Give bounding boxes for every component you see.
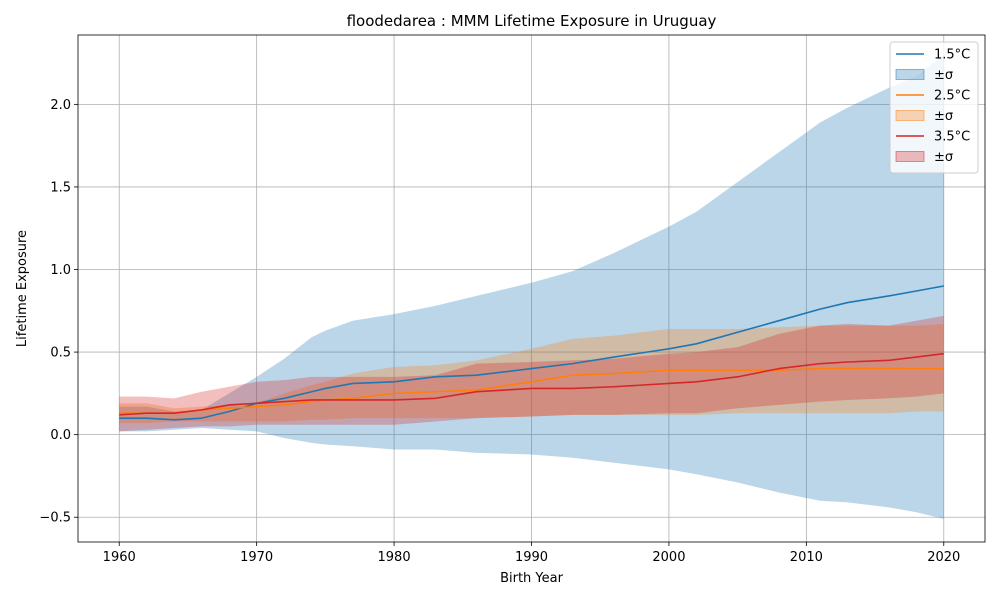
x-tick-label: 2020 [927, 550, 960, 565]
y-axis-label: Lifetime Exposure [15, 230, 30, 347]
y-tick-label: 0.5 [50, 346, 71, 361]
legend-band-label: ±σ [934, 109, 953, 124]
x-tick-label: 2000 [652, 550, 685, 565]
y-tick-label: 0.0 [50, 428, 71, 443]
legend-series-label: 2.5°C [934, 89, 970, 104]
series-line-1 [119, 367, 944, 414]
legend-band-label: ±σ [934, 68, 953, 83]
grid [78, 35, 985, 542]
y-tick-label: 1.0 [50, 263, 71, 278]
legend: 1.5°C ±σ 2.5°C ±σ 3.5°C ±σ [889, 41, 979, 174]
series-band-1 [119, 324, 944, 424]
legend-band-swatch [895, 110, 925, 121]
x-tick-label: 1960 [103, 550, 136, 565]
axis-ticks: 1960 1970 1980 1990 2000 2010 2020 −0.5 0.0 0.5 1.… [39, 98, 960, 565]
legend-series-label: 1.5°C [934, 48, 970, 63]
legend-band-label: ±σ [934, 150, 953, 165]
bands [119, 54, 944, 519]
legend-band-swatch [895, 151, 925, 162]
series-band-2 [119, 315, 944, 432]
x-tick-label: 1980 [378, 550, 411, 565]
x-tick-label: 1970 [240, 550, 273, 565]
series-line-2 [119, 352, 944, 416]
series-band-0 [119, 54, 944, 519]
series-line-0 [119, 285, 944, 421]
x-tick-label: 1990 [515, 550, 548, 565]
legend-series-label: 3.5°C [934, 130, 970, 145]
chart-title: floodedarea : MMM Lifetime Exposure in U… [347, 12, 717, 30]
x-axis-label: Birth Year [500, 571, 564, 586]
legend-band-swatch [895, 69, 925, 80]
x-tick-label: 2010 [790, 550, 823, 565]
y-tick-label: −0.5 [39, 511, 71, 526]
series-lines [119, 285, 944, 421]
y-tick-label: 2.0 [50, 98, 71, 113]
y-tick-label: 1.5 [50, 180, 71, 195]
legend-box [889, 41, 979, 174]
